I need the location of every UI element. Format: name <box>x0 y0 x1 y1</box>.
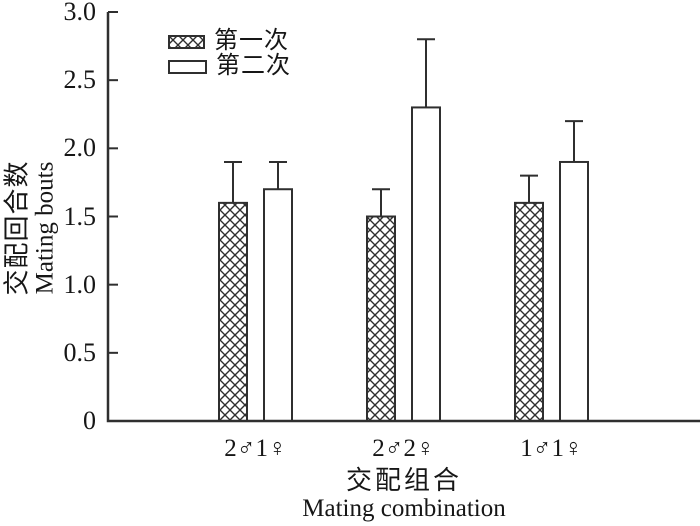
y-axis-title-en: Mating bouts <box>31 161 59 295</box>
legend: 第一次 第二次 <box>168 29 291 79</box>
bar-第二次-2♂1♀ <box>263 188 293 422</box>
axes-layer <box>106 11 700 423</box>
bar-第一次-2♂1♀ <box>218 201 248 422</box>
y-axis-title: 交配回合数 Mating bouts <box>2 160 59 296</box>
x-axis-title-zh: 交配组合 <box>345 466 462 495</box>
plain-swatch-icon <box>168 59 207 74</box>
y-axis-title-zh: 交配回合数 <box>2 160 32 296</box>
bar-第二次-1♂1♀ <box>559 160 589 422</box>
x-category-label: 1♂1♀ <box>520 435 583 462</box>
y-tick-label: 1.0 <box>63 269 97 299</box>
x-category-label: 2♂2♀ <box>372 435 435 462</box>
legend-item-second: 第二次 <box>168 54 291 79</box>
bar-第一次-1♂1♀ <box>514 201 544 422</box>
bar-第一次-2♂2♀ <box>366 215 396 422</box>
legend-label-first: 第一次 <box>214 28 289 54</box>
x-category-label: 2♂1♀ <box>224 435 287 462</box>
x-axis-title-en: Mating combination <box>302 495 506 522</box>
y-tick-label: 0 <box>83 406 96 435</box>
legend-item-first: 第一次 <box>168 29 291 54</box>
crosshatch-swatch-icon <box>168 34 205 49</box>
bars-layer <box>218 38 589 423</box>
bar-第二次-2♂2♀ <box>411 106 441 423</box>
y-tick-label: 2.5 <box>63 65 97 95</box>
y-tick-label: 0.5 <box>63 337 97 367</box>
y-tick-label: 1.5 <box>63 201 97 231</box>
x-axis-title: 交配组合 Mating combination <box>254 466 554 522</box>
y-tick-label: 2.0 <box>63 133 97 163</box>
legend-label-second: 第二次 <box>216 53 291 79</box>
y-tick-label: 3.0 <box>63 0 97 26</box>
